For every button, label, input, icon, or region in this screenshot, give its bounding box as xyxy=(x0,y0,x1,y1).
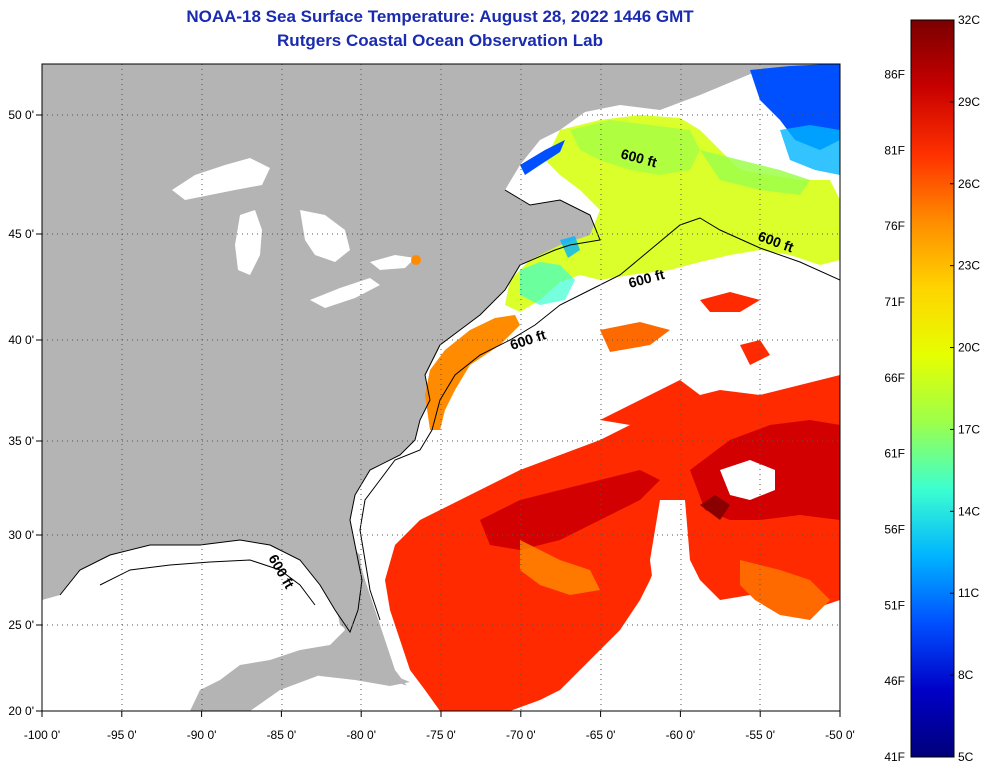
lake-ontario xyxy=(370,255,415,270)
y-tick-label: 45 0' xyxy=(8,227,34,241)
colorbar-celsius-label: 29C xyxy=(958,95,980,109)
x-tick-label: -70 0' xyxy=(506,728,536,742)
sst-gulf-stream-band xyxy=(600,322,670,352)
colorbar-fahrenheit-label: 76F xyxy=(884,219,905,233)
y-tick-label: 20 0' xyxy=(8,704,34,718)
lake-superior xyxy=(172,158,270,200)
colorbar-celsius-label: 5C xyxy=(958,750,974,764)
colorbar-celsius-label: 8C xyxy=(958,668,974,682)
map-area: 600 ft 600 ft 600 ft 600 ft 600 ft xyxy=(42,64,840,711)
colorbar-fahrenheit-label: 71F xyxy=(884,295,905,309)
colorbar-fahrenheit-label: 81F xyxy=(884,143,905,157)
x-tick-label: -95 0' xyxy=(107,728,137,742)
x-tick-label: -55 0' xyxy=(745,728,775,742)
sst-north-region xyxy=(505,64,840,312)
colorbar-fahrenheit-label: 46F xyxy=(884,674,905,688)
warm-lake-pixel xyxy=(411,255,421,265)
y-axis: 50 0' 45 0' 40 0' 35 0' 30 0' 25 0' 20 0' xyxy=(8,108,42,718)
colorbar-fahrenheit-label: 41F xyxy=(884,750,905,764)
x-axis: -100 0' -95 0' -90 0' -85 0' -80 0' -75 0' -70… xyxy=(24,711,855,742)
sst-south-region xyxy=(385,292,840,711)
x-tick-label: -100 0' xyxy=(24,728,60,742)
colorbar-celsius-label: 20C xyxy=(958,341,980,355)
x-tick-label: -50 0' xyxy=(825,728,855,742)
cuba-island xyxy=(290,662,410,686)
depth-contour-600ft xyxy=(359,217,840,621)
colorbar-gradient xyxy=(910,19,955,758)
gulf-of-mexico xyxy=(42,540,345,711)
colorbar-fahrenheit-label: 66F xyxy=(884,371,905,385)
depth-contour-600ft-gulf xyxy=(99,559,316,606)
y-tick-label: 50 0' xyxy=(8,108,34,122)
colorbar-fahrenheit-label: 86F xyxy=(884,68,905,82)
colorbar: 32C 29C 26C 23C 20C 17C 14C 11C 8C 5C 86F 81F 76F 71F… xyxy=(884,13,980,764)
y-tick-label: 30 0' xyxy=(8,528,34,542)
colorbar-celsius-label: 17C xyxy=(958,422,980,436)
map-subtitle: Rutgers Coastal Ocean Observation Lab xyxy=(277,31,603,50)
lake-michigan xyxy=(235,210,262,275)
sst-midatlantic-band xyxy=(425,315,520,430)
x-tick-label: -75 0' xyxy=(426,728,456,742)
x-tick-label: -80 0' xyxy=(346,728,376,742)
yucatan-peninsula xyxy=(195,685,250,711)
colorbar-celsius-label: 23C xyxy=(958,259,980,273)
coastline xyxy=(59,189,601,634)
lake-erie xyxy=(310,278,380,308)
y-tick-label: 25 0' xyxy=(8,618,34,632)
caribbean-sea xyxy=(250,670,440,711)
x-tick-label: -85 0' xyxy=(267,728,297,742)
x-tick-label: -90 0' xyxy=(187,728,217,742)
y-tick-label: 40 0' xyxy=(8,333,34,347)
lake-huron xyxy=(300,210,350,262)
y-tick-label: 35 0' xyxy=(8,434,34,448)
colorbar-fahrenheit-label: 56F xyxy=(884,523,905,537)
colorbar-fahrenheit-label: 61F xyxy=(884,447,905,461)
florida-peninsula xyxy=(325,540,362,632)
x-tick-label: -65 0' xyxy=(586,728,616,742)
colorbar-celsius-label: 11C xyxy=(958,586,979,600)
colorbar-celsius-label: 26C xyxy=(958,177,980,191)
grid-lines xyxy=(42,64,840,711)
x-tick-label: -60 0' xyxy=(666,728,696,742)
colorbar-fahrenheit-label: 51F xyxy=(884,598,905,612)
map-title: NOAA-18 Sea Surface Temperature: August … xyxy=(186,7,694,26)
colorbar-celsius-label: 32C xyxy=(958,13,980,27)
colorbar-celsius-label: 14C xyxy=(958,504,980,518)
